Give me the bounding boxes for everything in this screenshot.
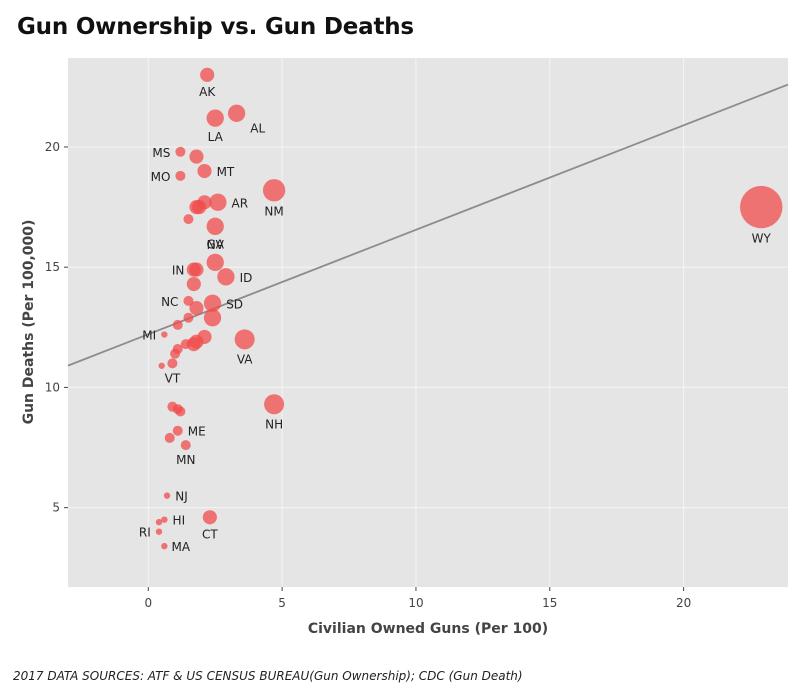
point-label-sd: SD [226,297,243,311]
data-points [155,67,783,550]
point-label-ms: MS [152,146,170,160]
point-label-ct: CT [202,527,218,541]
data-source-note: 2017 DATA SOURCES: ATF & US CENSUS BUREA… [13,669,523,683]
data-point-22 [189,301,204,316]
data-point-11 [189,200,204,215]
data-point-24 [183,312,194,323]
point-label-al: AL [250,121,265,135]
y-tick-label-2: 15 [45,260,60,274]
point-label-ar: AR [232,196,249,210]
data-point-39 [172,404,183,415]
data-point-17 [186,262,201,277]
data-point-va [234,329,255,350]
y-tick-label-1: 10 [45,380,60,394]
data-point-id [217,268,235,286]
data-point-vt [167,358,178,369]
data-point-ga [206,253,224,272]
point-label-mt: MT [217,165,235,179]
data-point-hi [161,516,168,523]
data-point-33 [170,348,181,359]
data-point-35 [158,362,165,369]
point-label-id: ID [240,271,253,285]
data-point-sd [203,294,222,312]
point-labels: AK AL LA MS MT MO NM AR NV WY GA IN ID NC SD VA MI VT NH ME… [139,85,772,554]
x-tick-label-2: 10 [408,596,423,610]
point-label-wy: WY [752,231,772,245]
data-point-23 [203,309,222,327]
point-label-mi: MI [142,329,156,343]
point-label-nj: NJ [175,490,188,504]
point-label-la: LA [208,130,224,144]
data-point-31 [180,339,191,350]
data-point-nv [206,217,224,235]
point-label-ga: GA [206,238,224,252]
data-point-41 [164,432,175,443]
point-label-vt: VT [165,371,181,385]
chart-title: Gun Ownership vs. Gun Deaths [17,14,414,40]
point-label-va: VA [237,352,253,366]
x-tick-label-0: 0 [144,596,152,610]
data-point-mt [197,163,212,179]
data-point-mi [161,331,168,338]
y-axis-label: Gun Deaths (Per 100,000) [21,220,37,425]
data-point-ma [161,542,168,550]
data-point-25 [172,319,183,330]
data-point-46 [155,518,163,526]
data-point-ms [175,146,186,157]
data-point-nj [163,492,171,499]
x-tick-label-1: 5 [278,596,286,610]
data-point-nh [264,394,285,415]
point-label-nh: NH [265,417,283,431]
data-point-nm [262,179,286,202]
data-point-me [172,425,183,436]
data-point-wy [740,185,783,229]
data-point-19 [186,276,201,292]
data-point-mo [175,170,186,181]
point-label-nm: NM [264,204,283,218]
data-point-ak [200,67,215,82]
point-label-hi: HI [173,514,186,528]
point-label-in: IN [172,264,185,278]
data-point-al [227,104,246,122]
data-point-mn [180,440,191,451]
data-point-ri [155,528,163,535]
y-tick-label-3: 20 [45,140,60,154]
data-point-nc [183,295,194,306]
data-point-la [206,109,224,127]
x-axis-label: Civilian Owned Guns (Per 100) [308,621,548,637]
data-point-4 [189,149,204,164]
axis-ticks: 0 5 10 15 20 5 10 15 20 [45,140,692,610]
point-label-me: ME [188,425,206,439]
point-label-nc: NC [161,295,178,309]
data-point-ct [202,510,217,525]
point-label-ak: AK [199,85,216,99]
point-label-mo: MO [151,170,171,184]
y-tick-label-0: 5 [52,501,60,515]
point-label-ri: RI [139,526,151,540]
data-point-12 [183,214,194,225]
x-tick-label-3: 15 [542,596,557,610]
x-tick-label-4: 20 [676,596,691,610]
point-label-mn: MN [176,453,195,467]
data-point-30 [186,337,201,352]
point-label-ma: MA [172,540,191,554]
point-label-nv: NV [207,238,225,252]
data-point-ar [209,193,227,211]
